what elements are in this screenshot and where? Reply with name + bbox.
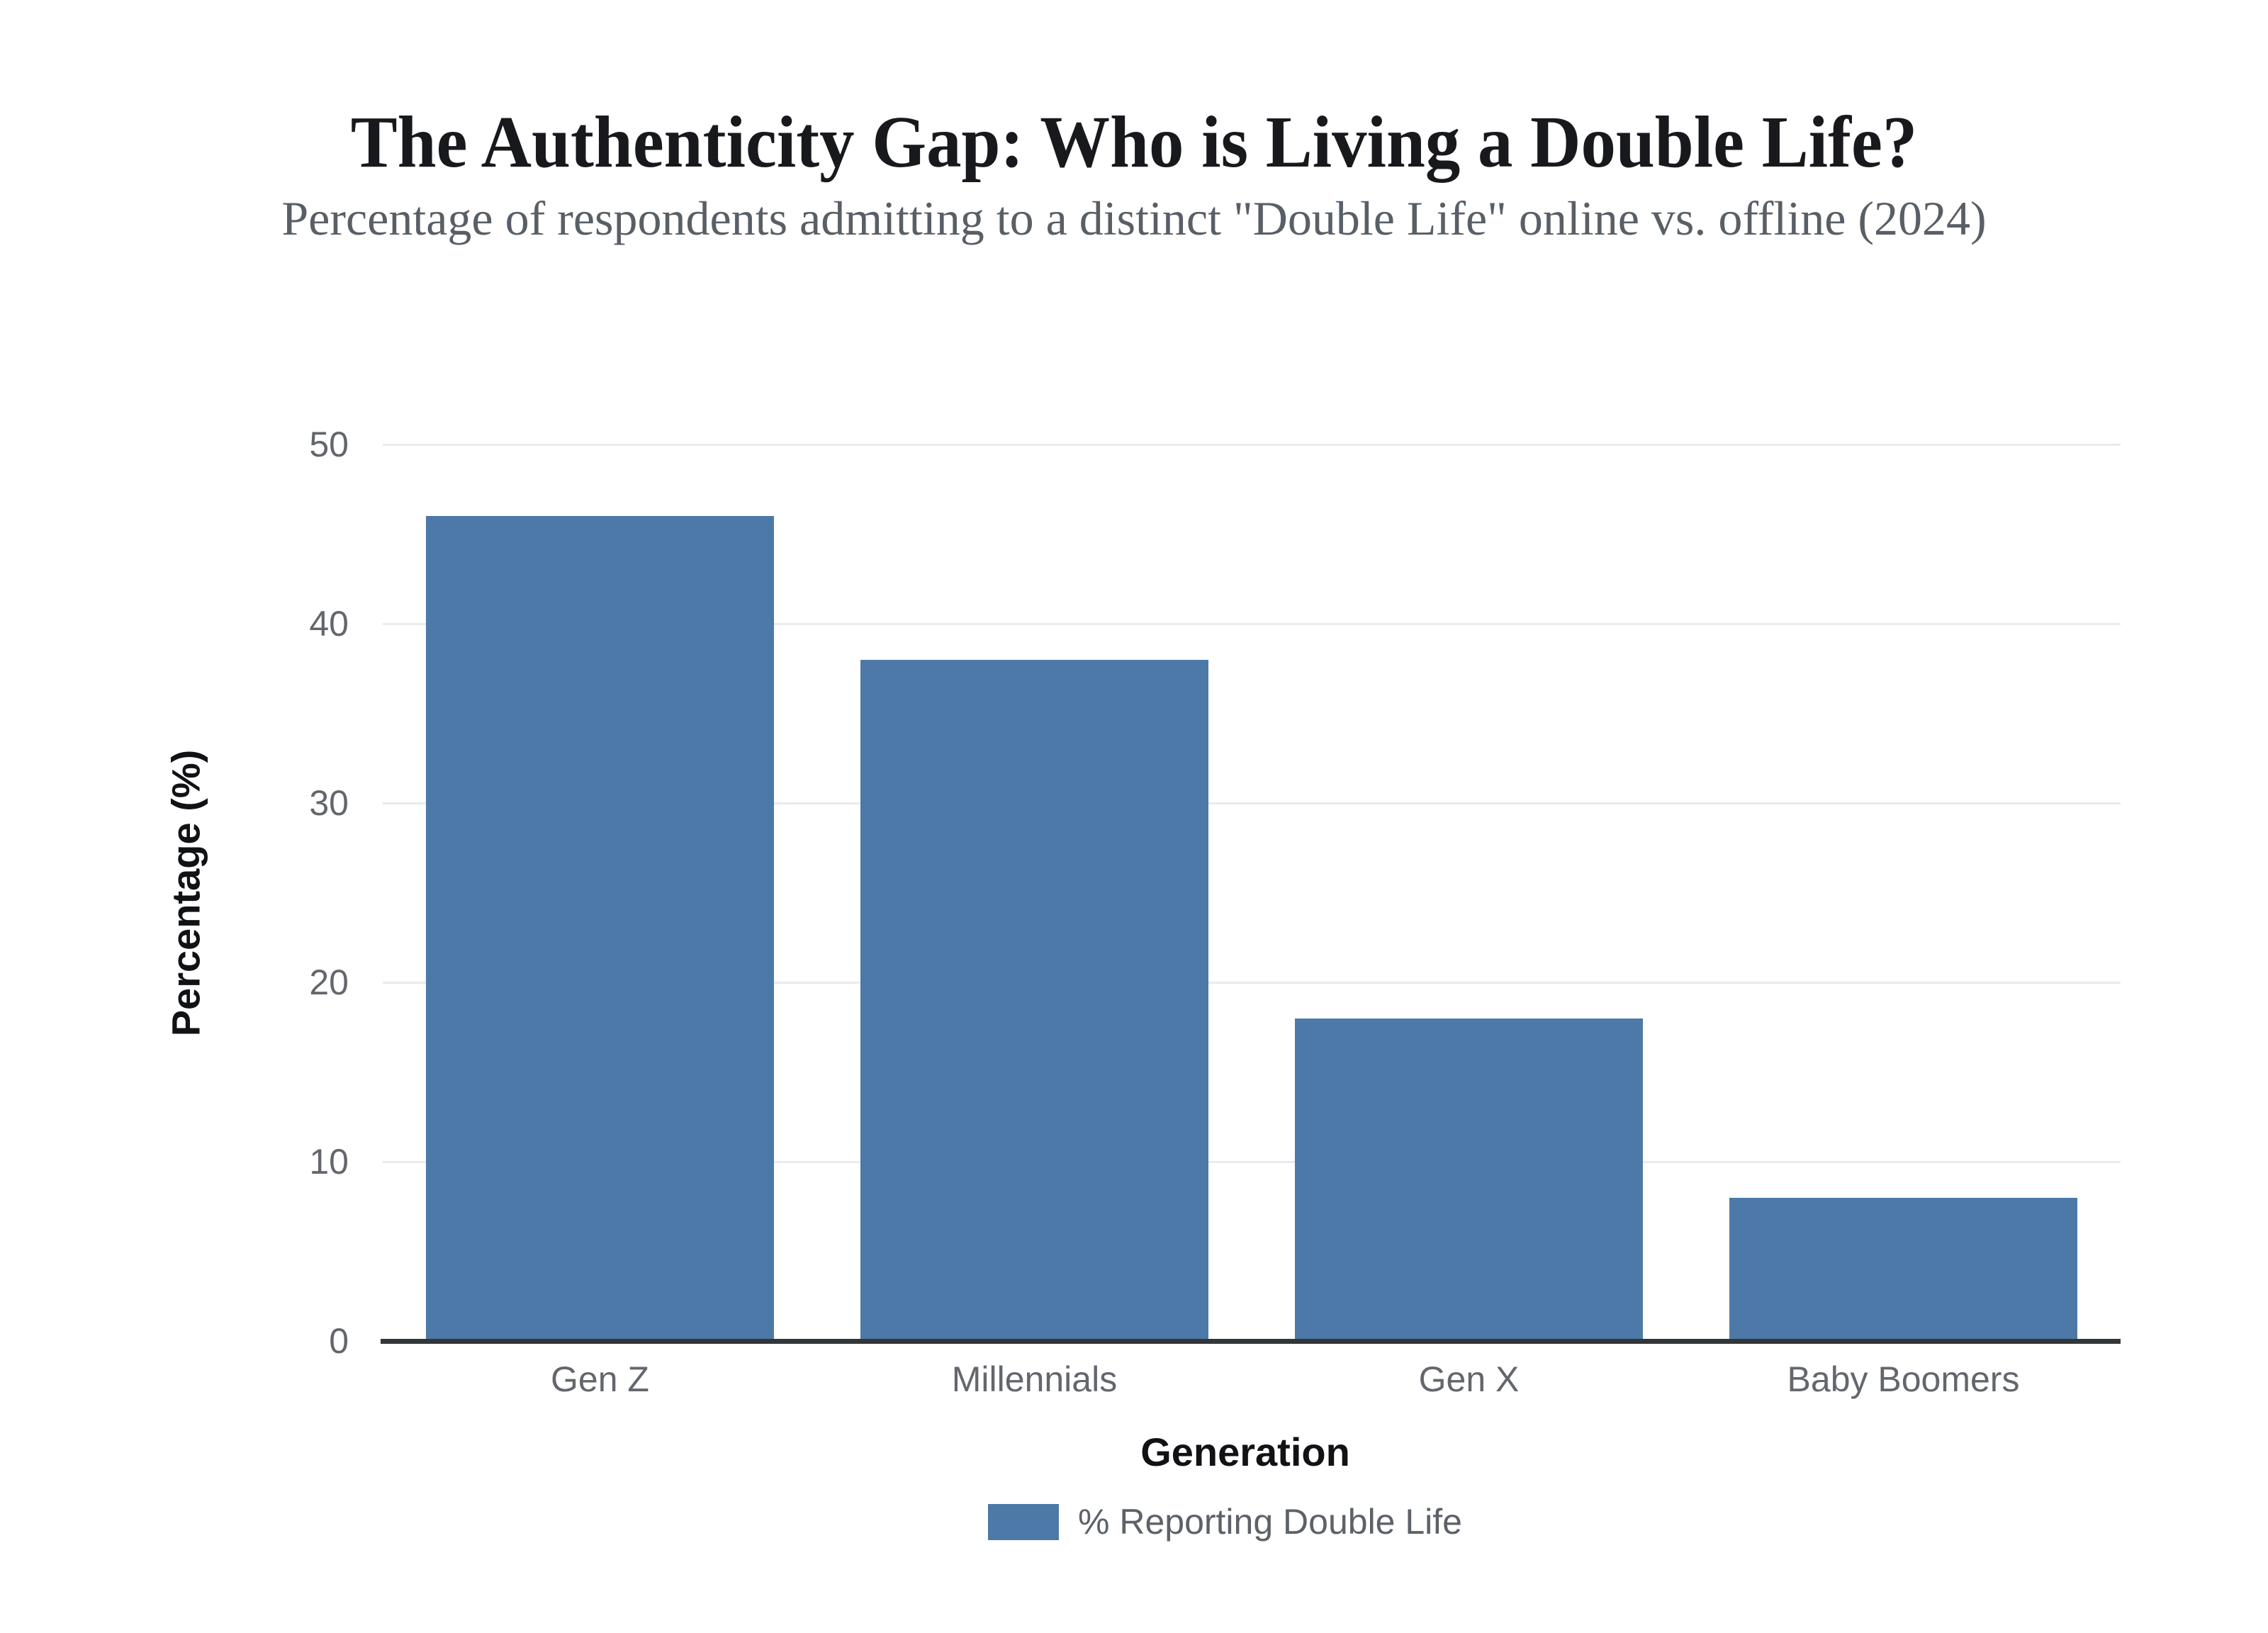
- legend-label: % Reporting Double Life: [1078, 1502, 1462, 1542]
- x-axis-title: Generation: [1140, 1430, 1350, 1474]
- y-tick-label-20: 20: [309, 963, 349, 1002]
- chart-subtitle: Percentage of respondents admitting to a…: [281, 191, 1987, 245]
- legend: % Reporting Double Life: [988, 1504, 1462, 1540]
- bar-gen-z: [426, 516, 774, 1341]
- gridline-40: [383, 622, 2121, 625]
- y-tick-label-10: 10: [309, 1142, 349, 1182]
- gridline-10: [383, 1160, 2121, 1163]
- bar-millennials: [860, 659, 1208, 1341]
- bar-gen-x: [1295, 1018, 1643, 1341]
- gridline-20: [383, 981, 2121, 984]
- x-axis-line: [381, 1339, 2121, 1344]
- x-category-label-gen-z: Gen Z: [551, 1359, 649, 1399]
- gridline-50: [383, 443, 2121, 446]
- y-tick-label-50: 50: [309, 425, 349, 464]
- chart-title: The Authenticity Gap: Who is Living a Do…: [350, 101, 1918, 183]
- y-tick-label-40: 40: [309, 604, 349, 644]
- gridline-30: [383, 802, 2121, 804]
- bar-baby-boomers: [1729, 1197, 2077, 1341]
- x-category-label-gen-x: Gen X: [1418, 1359, 1520, 1399]
- x-category-label-millennials: Millennials: [951, 1359, 1118, 1399]
- y-axis-title: Percentage (%): [163, 749, 208, 1037]
- legend-swatch: [988, 1504, 1059, 1540]
- y-tick-label-0: 0: [329, 1321, 349, 1361]
- y-tick-label-30: 30: [309, 783, 349, 823]
- x-category-label-baby-boomers: Baby Boomers: [1787, 1359, 2020, 1399]
